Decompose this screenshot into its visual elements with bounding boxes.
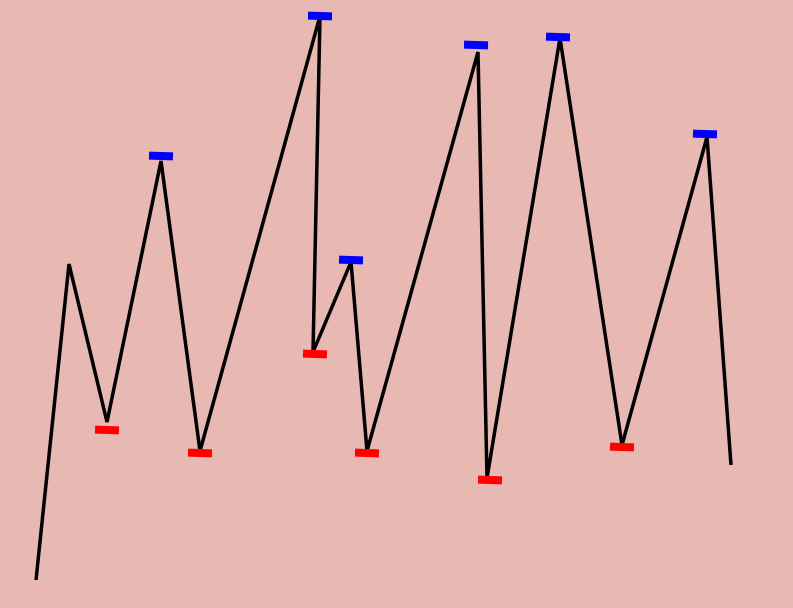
trough-marker-5: [609, 442, 635, 452]
peak-marker-4: [545, 32, 571, 42]
trough-marker-2: [302, 349, 328, 359]
peak-marker-0: [148, 151, 174, 161]
peak-marker-5: [692, 129, 718, 139]
trough-marker-3: [354, 448, 380, 458]
peak-marker-1: [307, 11, 333, 21]
trough-marker-1: [187, 448, 213, 458]
peak-marker-2: [338, 255, 364, 265]
marker-layer: [94, 11, 718, 485]
trough-marker-0: [94, 425, 120, 435]
trough-marker-4: [477, 475, 503, 485]
peak-marker-3: [463, 40, 489, 50]
